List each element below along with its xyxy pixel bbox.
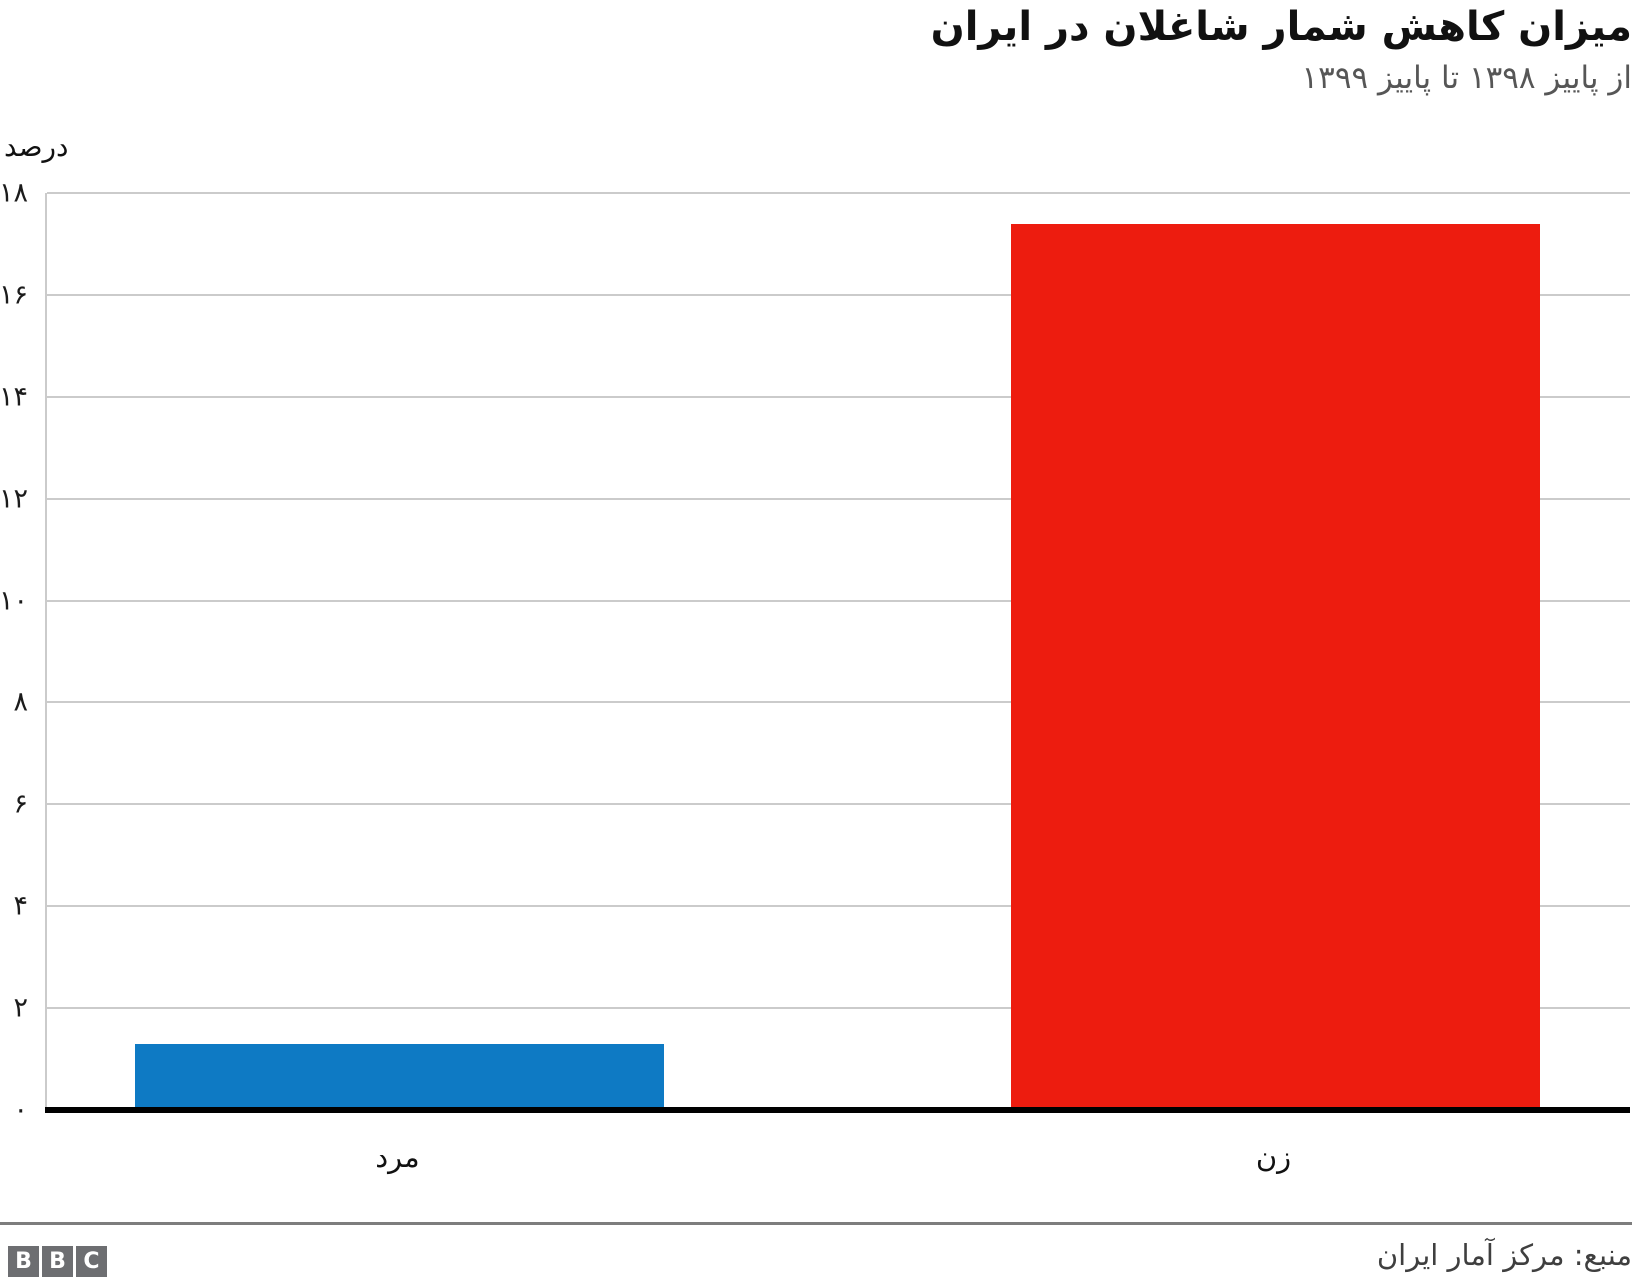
plot-area bbox=[45, 192, 1630, 1110]
gridline bbox=[47, 599, 1630, 602]
page-subtitle: از پاییز ۱۳۹۸ تا پاییز ۱۳۹۹ bbox=[1301, 60, 1632, 96]
page-title: میزان کاهش شمار شاغلان در ایران bbox=[930, 4, 1632, 50]
bbc-logo-letter: B bbox=[42, 1246, 73, 1277]
gridline bbox=[47, 497, 1630, 500]
y-tick-label: ۲ bbox=[13, 992, 28, 1024]
gridline bbox=[47, 905, 1630, 908]
gridline bbox=[47, 803, 1630, 806]
y-axis-unit-label: درصد bbox=[4, 130, 69, 163]
bbc-logo: B B C bbox=[8, 1246, 107, 1277]
x-axis-line bbox=[45, 1107, 1630, 1113]
y-tick-label: ۴ bbox=[13, 890, 28, 922]
y-tick-label: ۱۸ bbox=[0, 177, 28, 209]
y-tick-label: ۱۶ bbox=[0, 279, 28, 311]
category-label-female: زن bbox=[1255, 1140, 1292, 1174]
y-tick-label: ۶ bbox=[13, 788, 28, 820]
y-tick-label: ۱۴ bbox=[0, 381, 28, 413]
y-tick-label: ۱۲ bbox=[0, 483, 28, 515]
bbc-logo-letter: C bbox=[76, 1246, 107, 1277]
bar-female bbox=[1011, 223, 1540, 1110]
footer-divider bbox=[0, 1222, 1632, 1225]
y-tick-label: ۸ bbox=[13, 686, 28, 718]
gridline bbox=[47, 293, 1630, 296]
source-text: منبع: مرکز آمار ایران bbox=[1376, 1238, 1632, 1272]
category-label-male: مرد bbox=[375, 1140, 420, 1174]
y-tick-label: ۰ bbox=[13, 1094, 28, 1126]
gridline bbox=[47, 395, 1630, 398]
gridline bbox=[47, 1007, 1630, 1010]
gridline bbox=[47, 192, 1630, 194]
y-tick-label: ۱۰ bbox=[0, 585, 28, 617]
gridline bbox=[47, 701, 1630, 704]
bbc-logo-letter: B bbox=[8, 1246, 39, 1277]
bar-male bbox=[135, 1043, 664, 1110]
y-axis-labels: ۰ ۲ ۴ ۶ ۸ ۱۰ ۱۲ ۱۴ ۱۶ ۱۸ bbox=[0, 180, 28, 1124]
